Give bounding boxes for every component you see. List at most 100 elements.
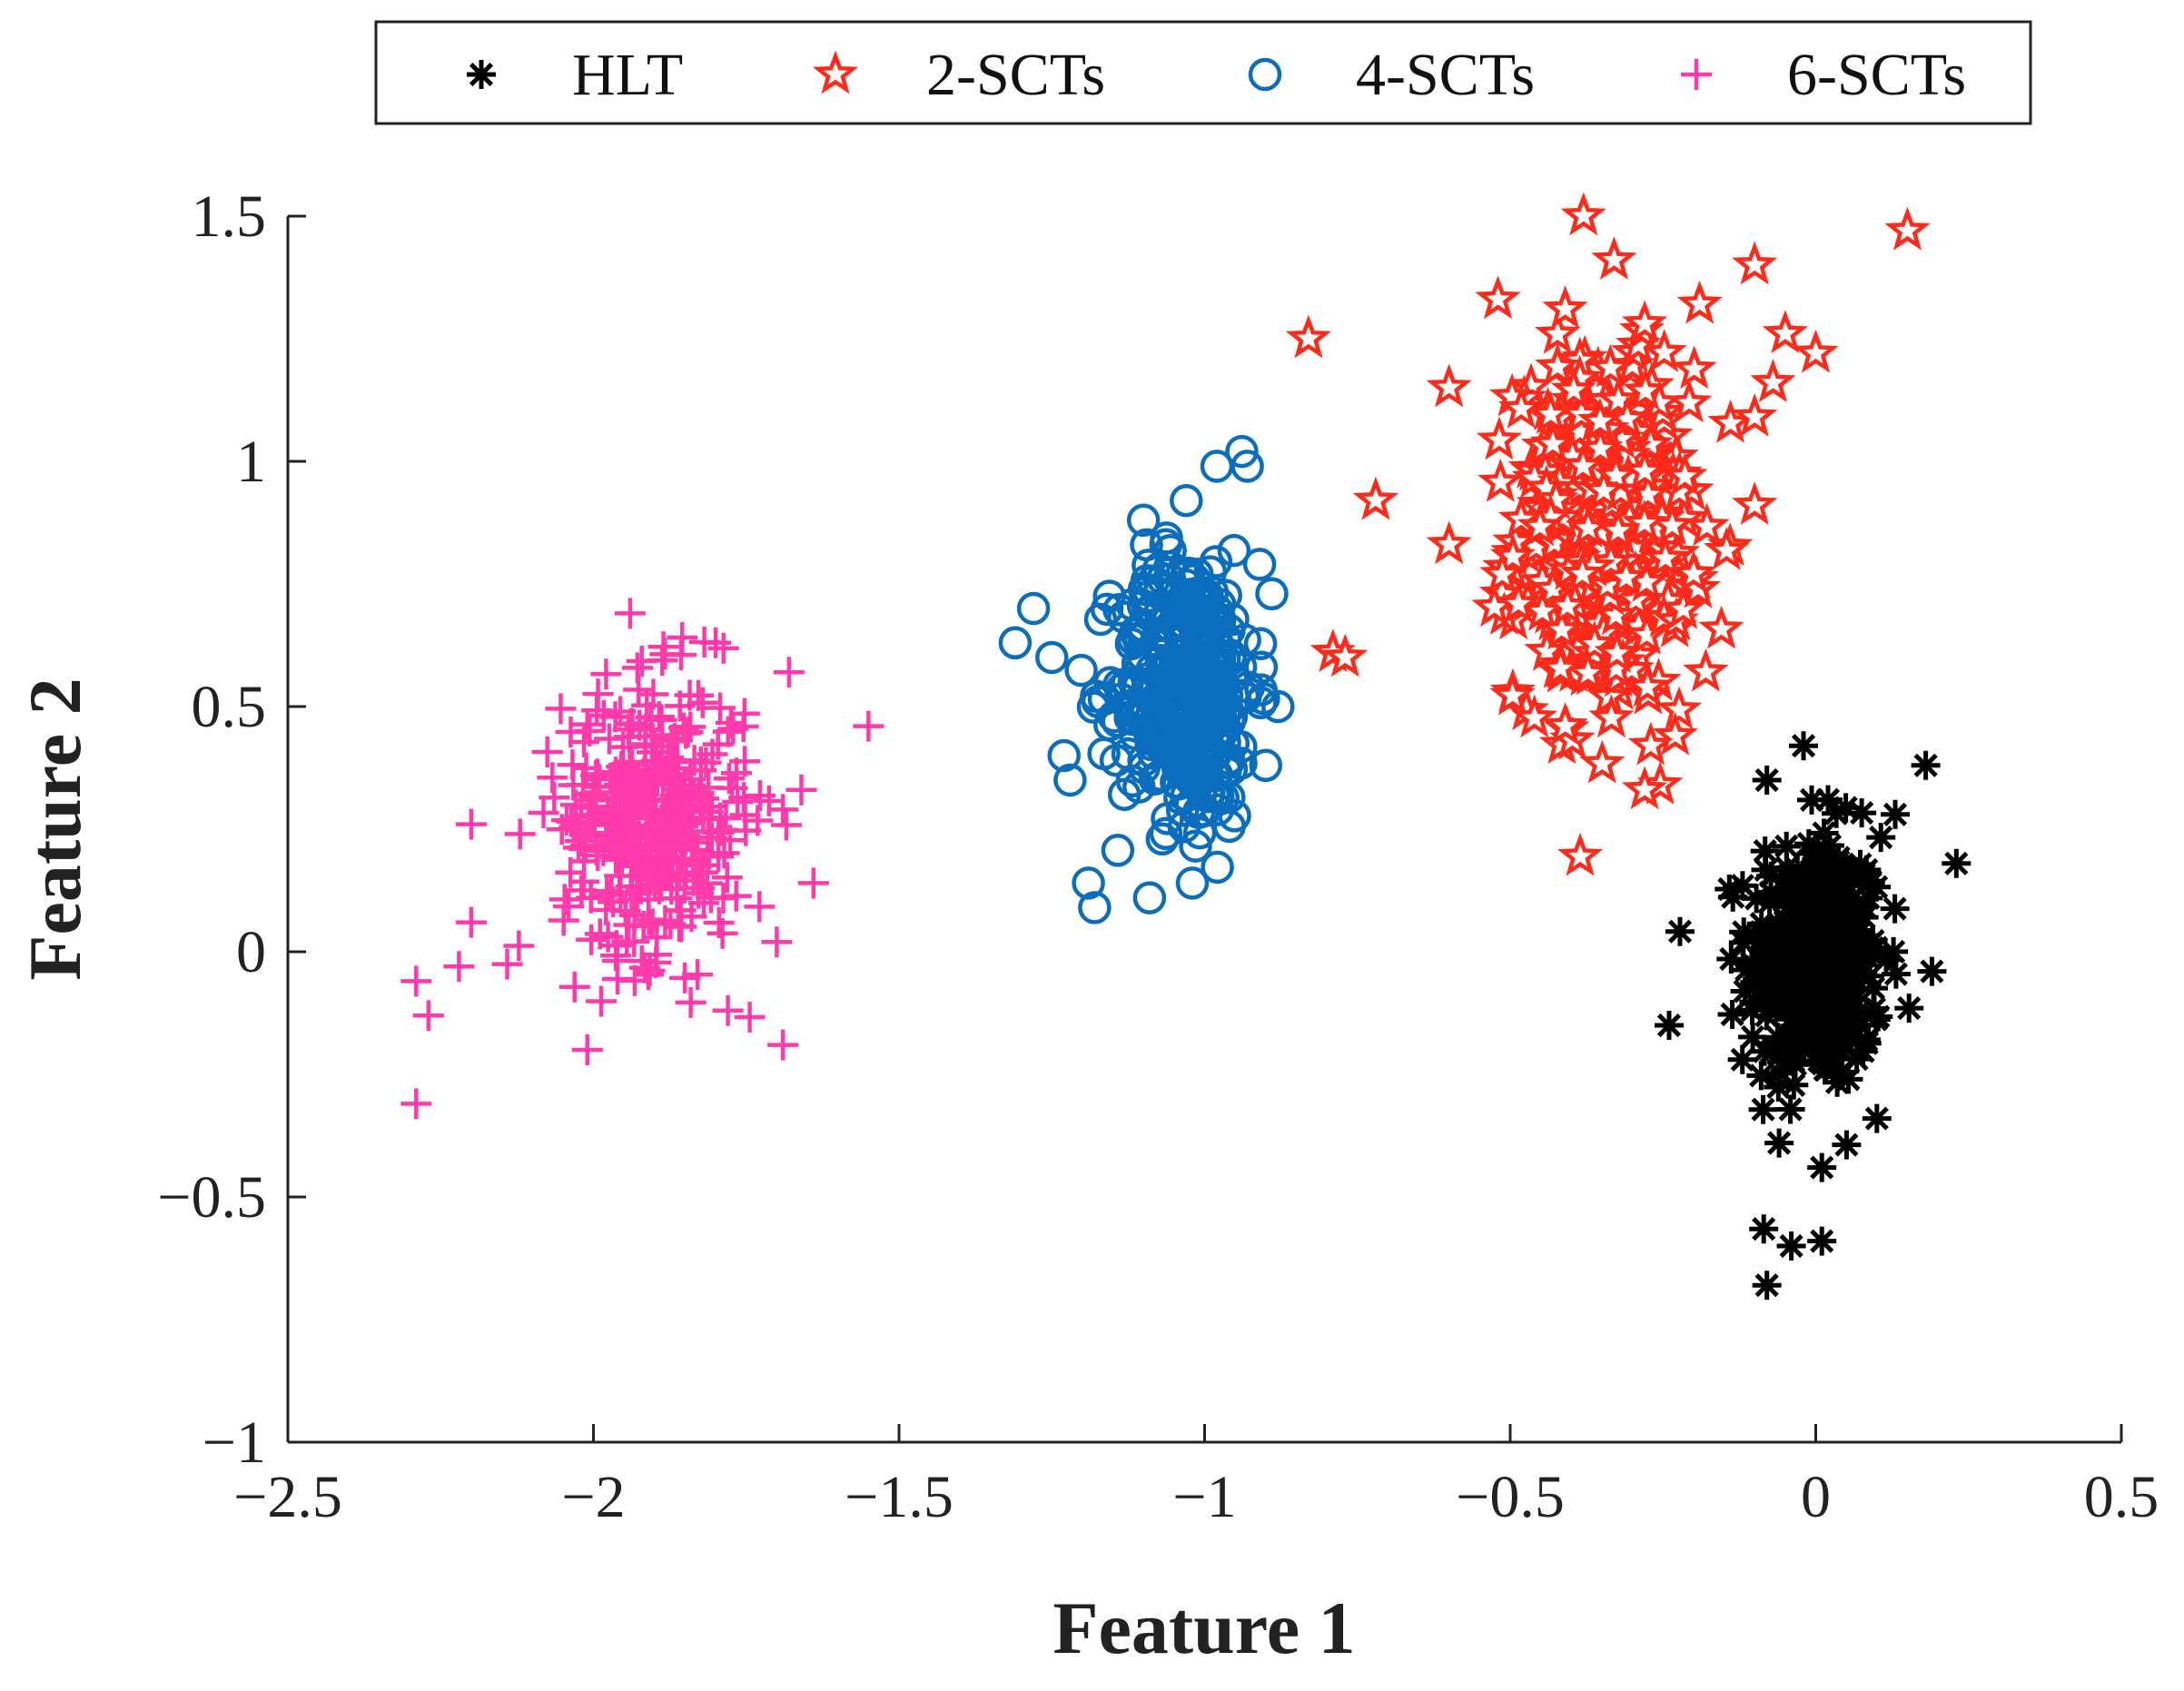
data-point: [1199, 737, 1232, 771]
x-tick-label: −2.5: [233, 1464, 342, 1530]
data-point: [1850, 933, 1880, 963]
data-point: [1756, 1036, 1786, 1066]
data-point: [599, 701, 631, 733]
data-point: [1772, 831, 1802, 861]
data-point: [1577, 424, 1624, 469]
data-point: [611, 925, 643, 957]
legend-label: 4-SCTs: [1356, 42, 1535, 108]
data-point: [1603, 553, 1649, 598]
y-ticks: −1 −0.5 0 0.5 1 1.5: [157, 183, 306, 1476]
legend-marker: [467, 60, 496, 89]
data-point: [1829, 877, 1859, 907]
data-point: [1126, 503, 1161, 538]
data-point: [1823, 862, 1853, 892]
data-point: [1595, 376, 1642, 420]
data-point: [568, 726, 600, 757]
data-point: [1591, 236, 1637, 281]
data-point: [773, 657, 805, 688]
data-point: [1255, 577, 1289, 611]
data-point: [1580, 467, 1627, 511]
data-point: [797, 867, 829, 899]
data-point: [1911, 750, 1941, 780]
data-point: [1495, 579, 1542, 624]
data-point: [455, 808, 487, 840]
data-point: [621, 652, 653, 684]
data-point: [1742, 884, 1772, 914]
data-point: [1676, 280, 1723, 324]
data-point: [614, 816, 646, 848]
data-point: [1172, 599, 1207, 634]
data-point: [637, 758, 668, 790]
data-point: [1537, 644, 1584, 688]
data-point: [1642, 534, 1689, 578]
data-point: [618, 899, 650, 931]
data-point: [1182, 764, 1216, 798]
data-point: [1152, 562, 1187, 597]
data-point: [1763, 1023, 1793, 1053]
data-point: [576, 924, 608, 955]
data-point: [577, 777, 608, 809]
data-point: [1845, 1011, 1875, 1040]
data-point: [641, 922, 673, 954]
data-point: [1750, 836, 1780, 866]
data-point: [707, 917, 738, 949]
legend: HLT 2-SCTs 4-SCTs 6-SCTs: [374, 20, 2032, 125]
data-point: [1752, 1271, 1782, 1300]
data-point: [1797, 785, 1826, 815]
data-point: [1822, 798, 1852, 828]
data-point: [1160, 729, 1193, 763]
data-point: [1738, 1022, 1768, 1052]
data-point: [1193, 555, 1228, 588]
data-point: [1579, 739, 1626, 784]
data-point: [1155, 658, 1189, 693]
data-point: [1064, 653, 1098, 687]
data-point: [1201, 780, 1235, 814]
data-point: [744, 891, 776, 923]
y-tick-label: −1: [203, 1409, 266, 1476]
data-point: [590, 658, 622, 690]
data-point: [628, 849, 659, 881]
data-point: [1762, 912, 1792, 942]
data-point: [1542, 285, 1588, 330]
data-point: [998, 626, 1033, 660]
data-point: [678, 779, 710, 811]
data-point: [568, 834, 600, 865]
data-point: [1732, 241, 1778, 285]
data-point: [720, 880, 752, 912]
data-point: [1132, 881, 1167, 915]
data-point: [1489, 671, 1536, 716]
data-point: [1426, 363, 1472, 408]
data-point: [1200, 450, 1234, 483]
data-point: [1652, 711, 1698, 756]
data-point: [1621, 300, 1668, 344]
data-point: [1772, 853, 1802, 883]
data-point: [1764, 1073, 1794, 1102]
data-point: [1799, 908, 1829, 938]
data-point: [1560, 192, 1606, 236]
data-point: [617, 749, 648, 781]
data-point: [443, 951, 475, 983]
data-point: [696, 791, 727, 823]
data-point: [1665, 916, 1695, 946]
data-point: [722, 786, 754, 818]
data-point: [1201, 850, 1234, 885]
data-point: [1729, 917, 1759, 947]
data-point: [1072, 866, 1105, 900]
data-point: [1016, 591, 1051, 626]
data-point: [1146, 652, 1180, 687]
data-point: [1881, 959, 1911, 989]
data-point: [707, 883, 739, 915]
data-point: [1544, 582, 1591, 627]
data-point: [546, 814, 578, 846]
data-point: [1762, 310, 1809, 354]
data-point: [1655, 1011, 1684, 1040]
data-point: [1810, 1054, 1840, 1084]
data-point: [1047, 738, 1081, 773]
data-point: [1035, 640, 1069, 675]
data-point: [1817, 1014, 1847, 1043]
data-point: [1535, 342, 1581, 387]
data-point: [592, 921, 624, 953]
data-point: [1851, 1024, 1881, 1054]
data-point: [1832, 1130, 1862, 1160]
data-point: [582, 840, 614, 872]
